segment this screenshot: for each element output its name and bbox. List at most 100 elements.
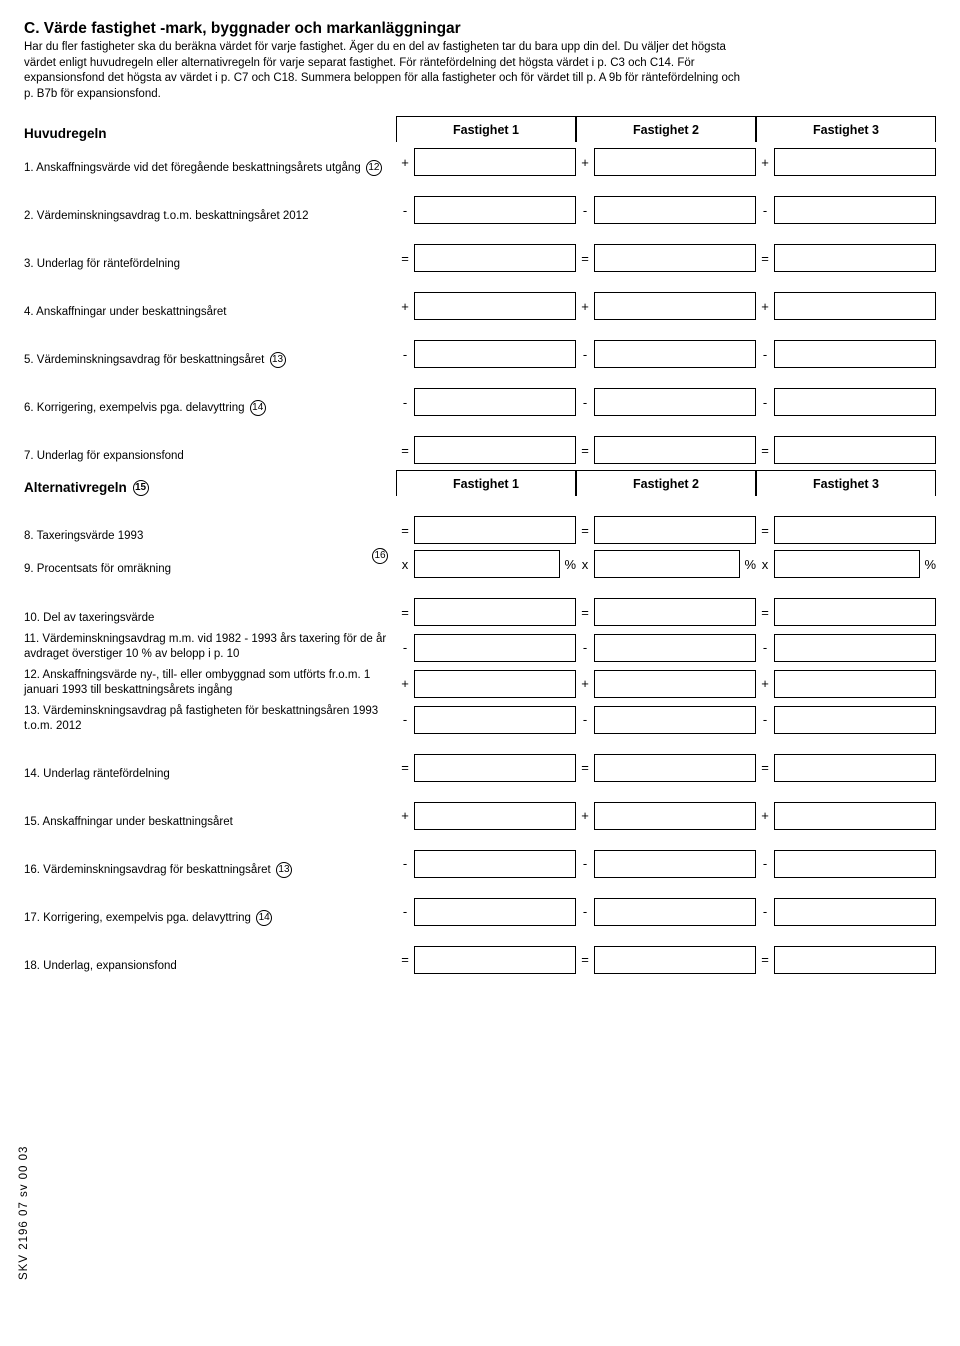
row-12-input-f2[interactable] xyxy=(594,670,756,698)
row-6-input-f2[interactable] xyxy=(594,388,756,416)
col-header-f3b: Fastighet 3 xyxy=(756,470,936,496)
note-13b-icon: 13 xyxy=(276,862,292,878)
row-2: 2. Värdeminskningsavdrag t.o.m. beskattn… xyxy=(24,196,936,224)
row-15-input-f3[interactable] xyxy=(774,802,936,830)
row-4-label: 4. Anskaffningar under beskattningsåret xyxy=(24,305,396,320)
row-14: 14. Underlag räntefördelning = = = xyxy=(24,754,936,782)
row-2-input-f3[interactable] xyxy=(774,196,936,224)
row-12-sign3: + xyxy=(756,676,774,691)
row-1-text: 1. Anskaffningsvärde vid det föregående … xyxy=(24,162,361,174)
row-16-input-f3[interactable] xyxy=(774,850,936,878)
row-17-input-f1[interactable] xyxy=(414,898,576,926)
row-7-input-f3[interactable] xyxy=(774,436,936,464)
row-2-input-f2[interactable] xyxy=(594,196,756,224)
row-17-input-f2[interactable] xyxy=(594,898,756,926)
heading-alternativregeln: Alternativregeln 15 xyxy=(24,479,396,497)
row-3-input-f2[interactable] xyxy=(594,244,756,272)
row-8-input-f3[interactable] xyxy=(774,516,936,544)
row-15-sign: + xyxy=(396,808,414,823)
row-18: 18. Underlag, expansionsfond = = = xyxy=(24,946,936,974)
row-1-input-f1[interactable] xyxy=(414,148,576,176)
row-13-input-f1[interactable] xyxy=(414,706,576,734)
row-7-input-f1[interactable] xyxy=(414,436,576,464)
row-15-input-f1[interactable] xyxy=(414,802,576,830)
row-8-input-f2[interactable] xyxy=(594,516,756,544)
row-4-input-f3[interactable] xyxy=(774,292,936,320)
row-14-input-f3[interactable] xyxy=(774,754,936,782)
row-4-input-f2[interactable] xyxy=(594,292,756,320)
row-15-sign2: + xyxy=(576,808,594,823)
row-7-sign2: = xyxy=(576,443,594,458)
row-18-sign3: = xyxy=(756,952,774,967)
row-7: 7. Underlag för expansionsfond = = = xyxy=(24,436,936,464)
row-12-sign: + xyxy=(396,676,414,691)
row-16-sign2: - xyxy=(576,856,594,871)
header-huvudregeln: Huvudregeln Fastighet 1 Fastighet 2 Fast… xyxy=(24,116,936,142)
col-header-f3: Fastighet 3 xyxy=(756,116,936,142)
row-14-input-f1[interactable] xyxy=(414,754,576,782)
row-6-sign2: - xyxy=(576,395,594,410)
row-4-input-f1[interactable] xyxy=(414,292,576,320)
row-12-input-f3[interactable] xyxy=(774,670,936,698)
row-10-input-f2[interactable] xyxy=(594,598,756,626)
row-3-input-f1[interactable] xyxy=(414,244,576,272)
row-11-input-f3[interactable] xyxy=(774,634,936,662)
row-15-input-f2[interactable] xyxy=(594,802,756,830)
note-14-icon: 14 xyxy=(250,400,266,416)
row-5: 5. Värdeminskningsavdrag för beskattning… xyxy=(24,340,936,368)
row-9-input-f2[interactable] xyxy=(594,550,740,578)
row-3: 3. Underlag för räntefördelning = = = xyxy=(24,244,936,272)
row-18-input-f2[interactable] xyxy=(594,946,756,974)
row-18-input-f3[interactable] xyxy=(774,946,936,974)
row-18-input-f1[interactable] xyxy=(414,946,576,974)
row-12-input-f1[interactable] xyxy=(414,670,576,698)
row-7-input-f2[interactable] xyxy=(594,436,756,464)
row-9-pct1: % xyxy=(564,557,576,572)
row-8: 8. Taxeringsvärde 1993 = = = xyxy=(24,516,936,544)
row-3-input-f3[interactable] xyxy=(774,244,936,272)
row-8-sign2: = xyxy=(576,523,594,538)
section-title: C. Värde fastighet -mark, byggnader och … xyxy=(24,20,936,38)
row-17-input-f3[interactable] xyxy=(774,898,936,926)
row-14-input-f2[interactable] xyxy=(594,754,756,782)
row-5-sign: - xyxy=(396,347,414,362)
row-9-input-f3[interactable] xyxy=(774,550,920,578)
row-10-input-f3[interactable] xyxy=(774,598,936,626)
row-2-input-f1[interactable] xyxy=(414,196,576,224)
row-6-input-f1[interactable] xyxy=(414,388,576,416)
row-16: 16. Värdeminskningsavdrag för beskattnin… xyxy=(24,850,936,878)
row-9-sign2: x xyxy=(576,557,594,572)
row-10-input-f1[interactable] xyxy=(414,598,576,626)
col-header-f2: Fastighet 2 xyxy=(576,116,756,142)
section-intro: Har du fler fastigheter ska du beräkna v… xyxy=(24,40,744,102)
row-12: 12. Anskaffningsvärde ny-, till- eller o… xyxy=(24,668,936,698)
row-8-input-f1[interactable] xyxy=(414,516,576,544)
row-4-sign2: + xyxy=(576,299,594,314)
form-code: SKV 2196 07 sv 00 03 xyxy=(18,1146,30,1280)
row-9-pct2: % xyxy=(744,557,756,572)
row-5-input-f1[interactable] xyxy=(414,340,576,368)
row-9-input-f1[interactable] xyxy=(414,550,560,578)
row-16-input-f2[interactable] xyxy=(594,850,756,878)
row-11-input-f2[interactable] xyxy=(594,634,756,662)
row-14-sign2: = xyxy=(576,760,594,775)
row-18-sign2: = xyxy=(576,952,594,967)
row-1-input-f3[interactable] xyxy=(774,148,936,176)
row-5-input-f3[interactable] xyxy=(774,340,936,368)
row-5-label: 5. Värdeminskningsavdrag för beskattning… xyxy=(24,352,396,368)
row-8-sign: = xyxy=(396,523,414,538)
row-10-sign3: = xyxy=(756,605,774,620)
row-16-input-f1[interactable] xyxy=(414,850,576,878)
row-13-input-f3[interactable] xyxy=(774,706,936,734)
row-3-sign: = xyxy=(396,251,414,266)
row-11-input-f1[interactable] xyxy=(414,634,576,662)
row-16-sign: - xyxy=(396,856,414,871)
row-6-input-f3[interactable] xyxy=(774,388,936,416)
row-1-input-f2[interactable] xyxy=(594,148,756,176)
row-17-label: 17. Korrigering, exempelvis pga. delavyt… xyxy=(24,910,396,926)
row-5-input-f2[interactable] xyxy=(594,340,756,368)
row-17-text: 17. Korrigering, exempelvis pga. delavyt… xyxy=(24,912,251,924)
row-13-input-f2[interactable] xyxy=(594,706,756,734)
row-11: 11. Värdeminskningsavdrag m.m. vid 1982 … xyxy=(24,632,936,662)
row-15-sign3: + xyxy=(756,808,774,823)
